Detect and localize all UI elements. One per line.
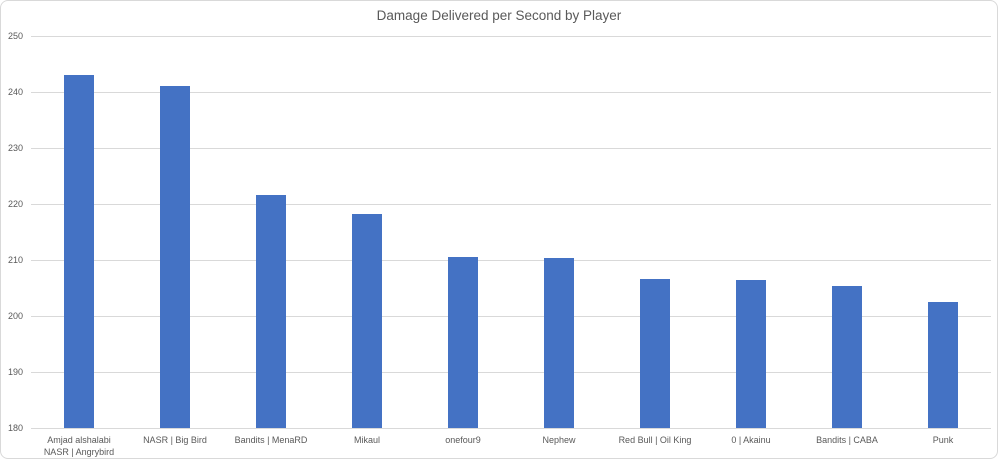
bar-slot	[895, 36, 991, 428]
plot-area	[31, 36, 991, 429]
gridline	[31, 36, 991, 37]
gridlines	[31, 36, 991, 429]
x-category-label: Red Bull | Oil King	[618, 435, 692, 445]
gridline	[31, 204, 991, 205]
chart-title: Damage Delivered per Second by Player	[376, 8, 622, 23]
chart-bar	[832, 285, 862, 428]
gridline	[31, 372, 991, 373]
y-tick-label: 180	[7, 423, 23, 433]
x-category-label: Mikaul	[353, 435, 380, 445]
x-category-label: onefour9	[445, 435, 481, 445]
chart-bar	[640, 279, 670, 428]
gridline	[31, 260, 991, 261]
bar-slot	[799, 36, 895, 428]
y-tick-label: 220	[7, 199, 23, 209]
bar-slot	[223, 36, 319, 428]
gridline	[31, 148, 991, 149]
x-category-label: 0 | Akainu	[731, 435, 771, 445]
chart-bar	[928, 302, 958, 428]
x-category-label: Punk	[932, 435, 954, 445]
chart-bar	[64, 75, 94, 428]
x-axis-category-labels: Amjad alshalabi NASR | Angrybird NASR | B…	[31, 434, 991, 458]
bar-slot	[607, 36, 703, 428]
y-tick-label: 250	[7, 31, 23, 41]
gridline	[31, 316, 991, 317]
y-tick-label: 190	[7, 367, 23, 377]
chart-bar	[160, 86, 190, 428]
y-tick-label: 200	[7, 311, 23, 321]
bar-slot	[319, 36, 415, 428]
bar-slot	[31, 36, 127, 428]
y-axis-tick-labels: 250 240 230 220 210 200 190 180	[1, 31, 26, 433]
x-axis-line	[31, 428, 991, 429]
y-tick-label: 240	[7, 87, 23, 97]
x-category-label: Bandits | MenaRD	[234, 435, 308, 445]
bar-slot	[127, 36, 223, 428]
x-category-label: NASR | Big Bird	[143, 435, 207, 445]
bar-slot	[415, 36, 511, 428]
bar-slot	[703, 36, 799, 428]
bar-slot	[511, 36, 607, 428]
chart-bar	[544, 257, 574, 428]
y-tick-label: 230	[7, 143, 23, 153]
x-category-label: Bandits | CABA	[816, 435, 878, 445]
gridline	[31, 92, 991, 93]
x-category-label: Amjad alshalabi NASR | Angrybird	[43, 435, 115, 458]
x-category-label: Nephew	[542, 435, 576, 445]
chart-bar	[352, 214, 382, 428]
chart-bar	[448, 256, 478, 428]
chart-bar	[736, 280, 766, 428]
y-tick-label: 210	[7, 255, 23, 265]
bar-series	[31, 36, 991, 428]
chart-bar	[256, 195, 286, 428]
